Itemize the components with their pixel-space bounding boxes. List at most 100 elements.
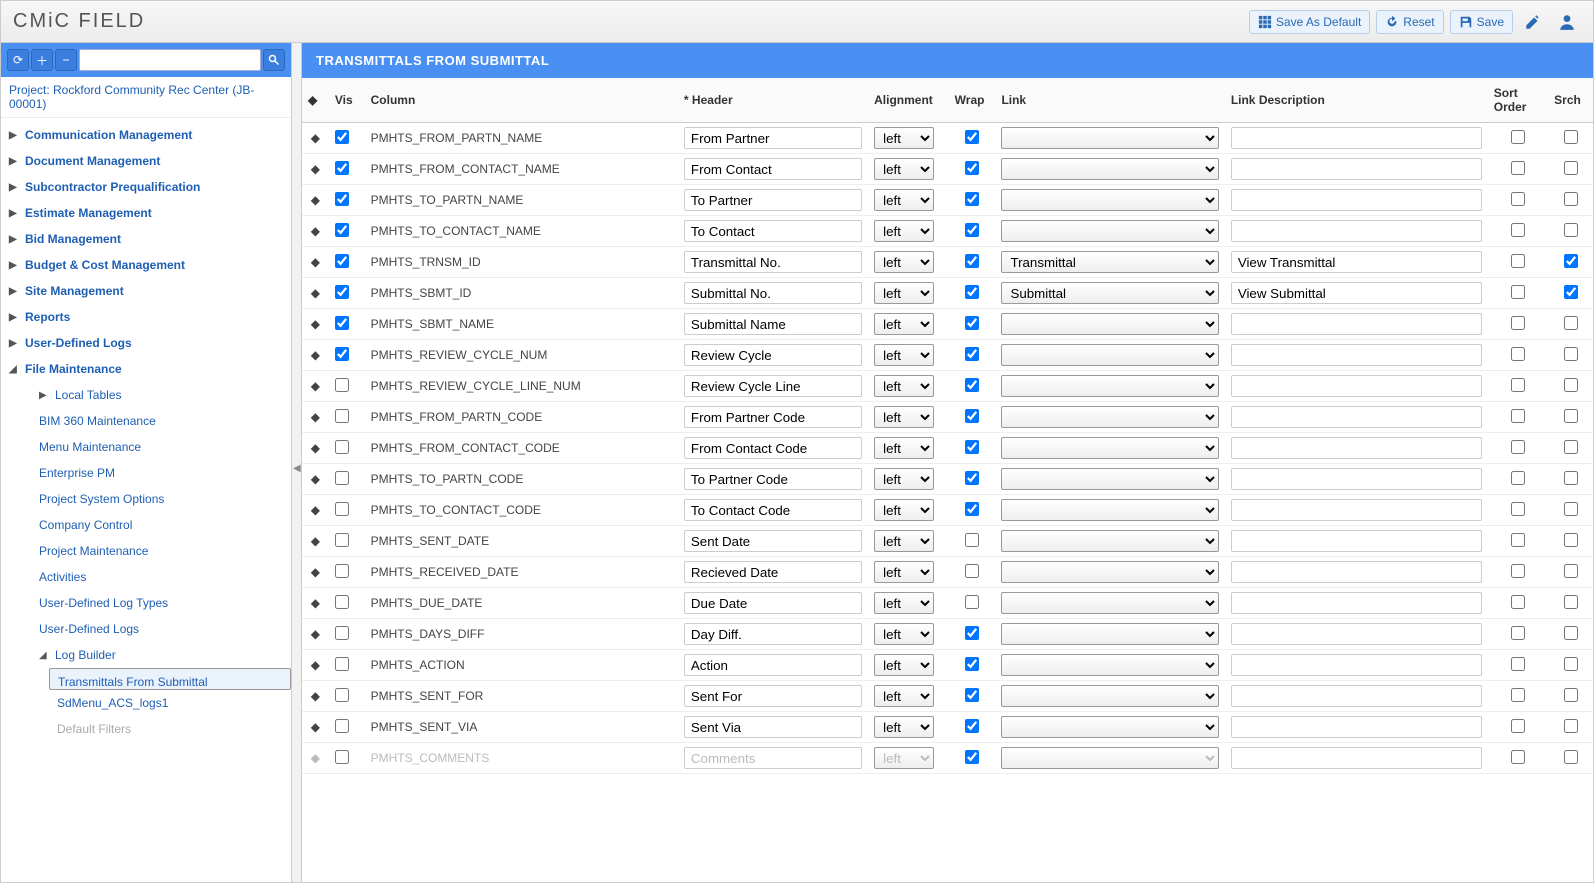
wrap-checkbox[interactable] <box>965 688 979 702</box>
user-icon-button[interactable] <box>1553 8 1581 36</box>
alignment-select[interactable]: left <box>874 282 934 304</box>
wrap-checkbox[interactable] <box>965 657 979 671</box>
header-input[interactable] <box>684 251 862 273</box>
tree-leaf[interactable]: Project System Options <box>31 486 291 512</box>
header-input[interactable] <box>684 716 862 738</box>
srch-checkbox[interactable] <box>1564 409 1578 423</box>
vis-checkbox[interactable] <box>335 440 349 454</box>
th-alignment[interactable]: Alignment <box>868 78 949 123</box>
drag-handle[interactable]: ◆ <box>302 278 329 309</box>
wrap-checkbox[interactable] <box>965 254 979 268</box>
header-input[interactable] <box>684 592 862 614</box>
tree-leaf[interactable]: User-Defined Logs <box>31 616 291 642</box>
th-link-desc[interactable]: Link Description <box>1225 78 1488 123</box>
srch-checkbox[interactable] <box>1564 657 1578 671</box>
wrap-checkbox[interactable] <box>965 595 979 609</box>
link-select[interactable] <box>1001 437 1218 459</box>
wrap-checkbox[interactable] <box>965 440 979 454</box>
th-sort-order[interactable]: Sort Order <box>1488 78 1548 123</box>
header-input[interactable] <box>684 499 862 521</box>
link-select[interactable] <box>1001 468 1218 490</box>
tree-leaf[interactable]: Project Maintenance <box>31 538 291 564</box>
link-select[interactable] <box>1001 344 1218 366</box>
link-select[interactable] <box>1001 530 1218 552</box>
save-as-default-button[interactable]: Save As Default <box>1249 10 1370 34</box>
drag-handle[interactable]: ◆ <box>302 247 329 278</box>
tree-leaf[interactable]: Default Filters <box>49 716 291 742</box>
sidebar-search-input[interactable] <box>79 49 261 71</box>
link-desc-input[interactable] <box>1231 189 1482 211</box>
srch-checkbox[interactable] <box>1564 161 1578 175</box>
drag-handle[interactable]: ◆ <box>302 464 329 495</box>
drag-handle[interactable]: ◆ <box>302 216 329 247</box>
link-desc-input[interactable] <box>1231 561 1482 583</box>
link-desc-input[interactable] <box>1231 282 1482 304</box>
wrap-checkbox[interactable] <box>965 719 979 733</box>
alignment-select[interactable]: left <box>874 344 934 366</box>
remove-node-button[interactable]: − <box>55 49 77 71</box>
vis-checkbox[interactable] <box>335 502 349 516</box>
alignment-select[interactable]: left <box>874 375 934 397</box>
add-node-button[interactable]: ＋ <box>31 49 53 71</box>
collapse-icon[interactable]: ◀ <box>293 463 301 474</box>
wrap-checkbox[interactable] <box>965 192 979 206</box>
vis-checkbox[interactable] <box>335 223 349 237</box>
alignment-select[interactable]: left <box>874 623 934 645</box>
th-column[interactable]: Column <box>365 78 678 123</box>
link-desc-input[interactable] <box>1231 716 1482 738</box>
header-input[interactable] <box>684 220 862 242</box>
edit-icon-button[interactable] <box>1519 8 1547 36</box>
wrap-checkbox[interactable] <box>965 533 979 547</box>
link-desc-input[interactable] <box>1231 220 1482 242</box>
tree-subgroup[interactable]: ▶Local Tables <box>31 382 291 408</box>
link-desc-input[interactable] <box>1231 437 1482 459</box>
tree-subgroup[interactable]: ◢Log Builder <box>31 642 291 668</box>
header-input[interactable] <box>684 313 862 335</box>
srch-checkbox[interactable] <box>1564 378 1578 392</box>
header-input[interactable] <box>684 623 862 645</box>
link-desc-input[interactable] <box>1231 158 1482 180</box>
tree-group[interactable]: ◢File Maintenance <box>1 356 291 382</box>
srch-checkbox[interactable] <box>1564 502 1578 516</box>
alignment-select[interactable]: left <box>874 189 934 211</box>
drag-handle[interactable]: ◆ <box>302 557 329 588</box>
tree-leaf[interactable]: Company Control <box>31 512 291 538</box>
alignment-select[interactable]: left <box>874 220 934 242</box>
tree-group[interactable]: ▶Bid Management <box>1 226 291 252</box>
link-select[interactable] <box>1001 561 1218 583</box>
tree-group[interactable]: ▶Estimate Management <box>1 200 291 226</box>
link-desc-input[interactable] <box>1231 747 1482 769</box>
drag-handle[interactable]: ◆ <box>302 309 329 340</box>
wrap-checkbox[interactable] <box>965 316 979 330</box>
drag-handle[interactable]: ◆ <box>302 340 329 371</box>
vis-checkbox[interactable] <box>335 285 349 299</box>
vis-checkbox[interactable] <box>335 192 349 206</box>
drag-handle[interactable]: ◆ <box>302 495 329 526</box>
sort-checkbox[interactable] <box>1511 564 1525 578</box>
link-select[interactable]: Transmittal <box>1001 251 1218 273</box>
tree-group[interactable]: ▶Communication Management <box>1 122 291 148</box>
sort-checkbox[interactable] <box>1511 161 1525 175</box>
link-desc-input[interactable] <box>1231 468 1482 490</box>
sort-checkbox[interactable] <box>1511 533 1525 547</box>
wrap-checkbox[interactable] <box>965 347 979 361</box>
drag-handle[interactable]: ◆ <box>302 402 329 433</box>
alignment-select[interactable]: left <box>874 747 934 769</box>
link-select[interactable] <box>1001 499 1218 521</box>
link-desc-input[interactable] <box>1231 685 1482 707</box>
link-desc-input[interactable] <box>1231 406 1482 428</box>
header-input[interactable] <box>684 158 862 180</box>
alignment-select[interactable]: left <box>874 406 934 428</box>
project-label[interactable]: Project: Rockford Community Rec Center (… <box>1 77 291 118</box>
alignment-select[interactable]: left <box>874 685 934 707</box>
sort-checkbox[interactable] <box>1511 409 1525 423</box>
sort-checkbox[interactable] <box>1511 502 1525 516</box>
wrap-checkbox[interactable] <box>965 626 979 640</box>
tree-group[interactable]: ▶Site Management <box>1 278 291 304</box>
drag-handle[interactable]: ◆ <box>302 681 329 712</box>
save-button[interactable]: Save <box>1450 10 1513 34</box>
link-select[interactable] <box>1001 189 1218 211</box>
sort-checkbox[interactable] <box>1511 626 1525 640</box>
sort-checkbox[interactable] <box>1511 440 1525 454</box>
wrap-checkbox[interactable] <box>965 378 979 392</box>
